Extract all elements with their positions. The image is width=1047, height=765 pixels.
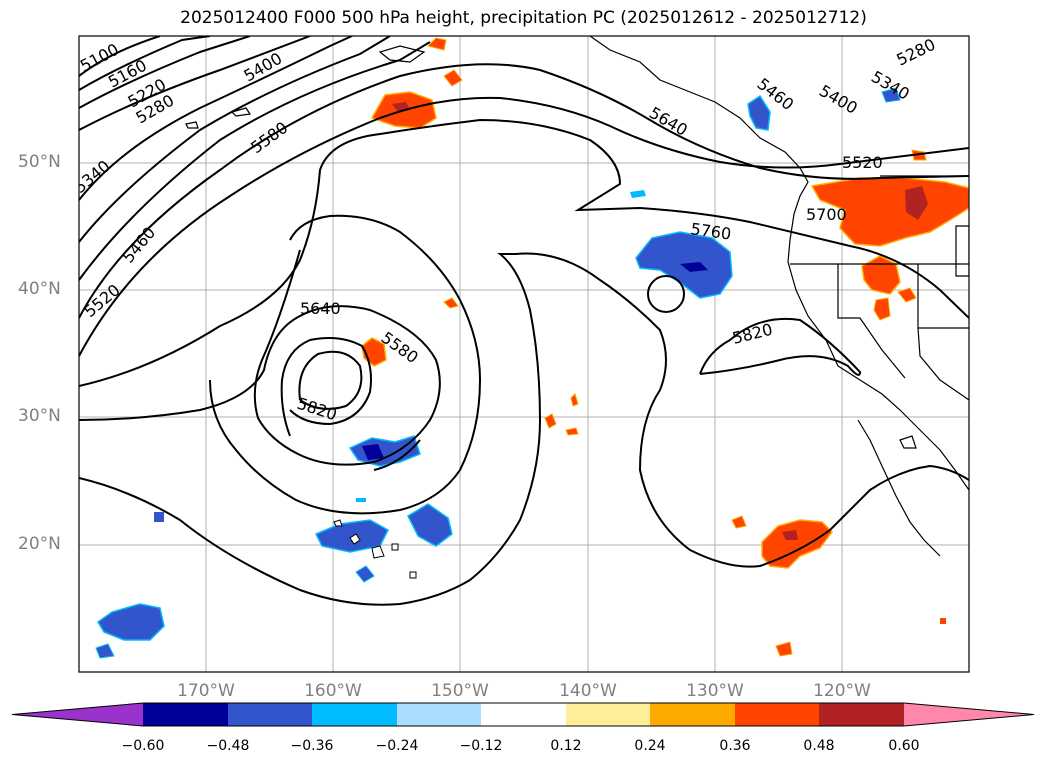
colorbar-tick: −0.36 xyxy=(290,738,334,754)
colorbar-segment xyxy=(650,703,735,726)
lon-label-170w: 170°W xyxy=(177,681,235,701)
colorbar-outline xyxy=(11,702,1035,727)
lon-label-140w: 140°W xyxy=(559,681,617,701)
colorbar-segment xyxy=(228,703,312,726)
colorbar-tick: 0.36 xyxy=(719,738,751,754)
colorbar-segment xyxy=(481,703,566,726)
colorbar-segment xyxy=(819,703,904,726)
colorbar-tick: −0.60 xyxy=(121,738,165,754)
lon-label-120w: 120°W xyxy=(813,681,871,701)
colorbar-segment xyxy=(735,703,819,726)
contour-label: 5460 xyxy=(119,223,160,266)
precip-positive-areas xyxy=(361,37,969,657)
lat-label-40: 40°N xyxy=(18,279,61,299)
islands xyxy=(333,519,417,579)
contour-label: 5280 xyxy=(893,35,938,70)
colorbar-tick: 0.12 xyxy=(550,738,582,754)
lon-label-130w: 130°W xyxy=(686,681,744,701)
contour-label: 5400 xyxy=(816,81,861,118)
map-frame xyxy=(78,35,970,673)
map-gridlines xyxy=(79,36,969,672)
contour-label: 5580 xyxy=(247,118,291,157)
lon-label-160w: 160°W xyxy=(304,681,362,701)
contour-label: 5520 xyxy=(842,153,883,172)
contour-label: 5520 xyxy=(80,280,123,321)
colorbar-segment xyxy=(904,703,1034,726)
height-contours xyxy=(79,36,969,606)
colorbar-segment xyxy=(12,703,143,726)
contour-label: 5340 xyxy=(70,156,113,197)
contour-label: 5640 xyxy=(300,299,341,318)
precip-negative-areas xyxy=(95,87,901,659)
lat-label-30: 30°N xyxy=(18,406,61,426)
lon-label-150w: 150°W xyxy=(431,681,489,701)
colorbar-tick: 0.24 xyxy=(634,738,666,754)
colorbar-tick: 0.48 xyxy=(803,738,835,754)
colorbar-segment xyxy=(397,703,481,726)
colorbar-tick: 0.60 xyxy=(888,738,920,754)
colorbar-segment xyxy=(312,703,397,726)
colorbar-tick: −0.24 xyxy=(375,738,419,754)
contour-labels: 5100 5160 5220 5280 5340 5400 5460 5520 … xyxy=(70,35,938,424)
colorbar-tick: −0.12 xyxy=(459,738,503,754)
colorbar-segment xyxy=(566,703,650,726)
colorbar-segment xyxy=(143,703,228,726)
contour-label: 5640 xyxy=(646,103,691,140)
lat-label-50: 50°N xyxy=(18,152,61,172)
map-title: 2025012400 F000 500 hPa height, precipit… xyxy=(180,8,867,28)
contour-label: 5700 xyxy=(806,205,847,224)
lat-label-20: 20°N xyxy=(18,534,61,554)
colorbar xyxy=(11,702,1035,727)
contour-label: 5820 xyxy=(730,320,774,348)
colorbar-tick: −0.48 xyxy=(206,738,250,754)
